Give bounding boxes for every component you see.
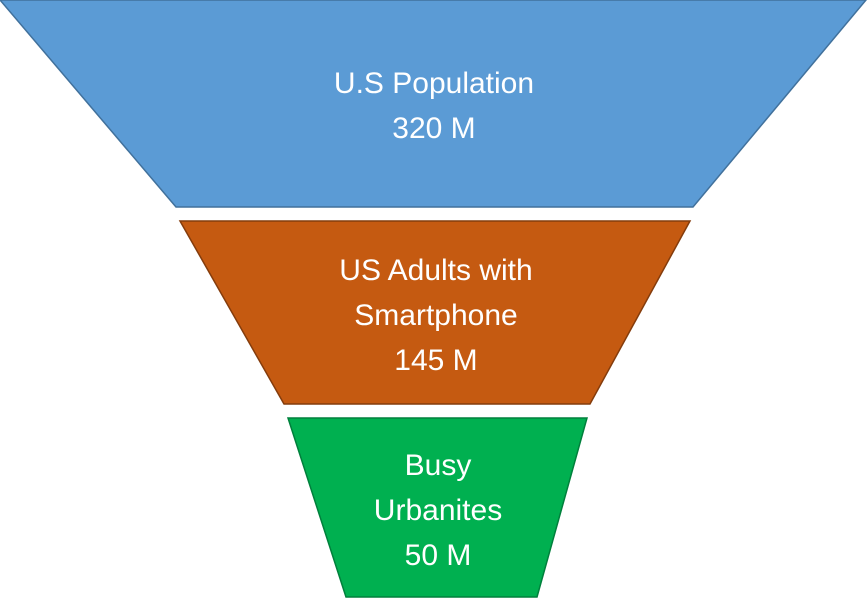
funnel-stage-3: Busy Urbanites 50 M [286,417,588,598]
funnel-stage-3-label-line-2: Urbanites [374,494,502,527]
funnel-stage-1-label-line-2: 320 M [392,112,475,145]
funnel-stage-3-label-line-3: 50 M [405,539,472,572]
funnel-stage-3-shape [286,417,588,598]
funnel-stage-1-shape [0,0,867,208]
funnel-stage-2-label-line-1: US Adults with [339,254,532,287]
funnel-stage-3-label-line-1: Busy [405,449,472,482]
funnel-stage-2-shape [178,220,692,405]
funnel-stage-1: U.S Population 320 M [0,0,867,208]
funnel-stage-2-label-line-3: 145 M [394,344,477,377]
funnel-stage-2: US Adults with Smartphone 145 M [178,220,692,405]
funnel-stage-2-label-line-2: Smartphone [354,299,517,332]
funnel-stage-1-label-line-1: U.S Population [334,67,534,100]
